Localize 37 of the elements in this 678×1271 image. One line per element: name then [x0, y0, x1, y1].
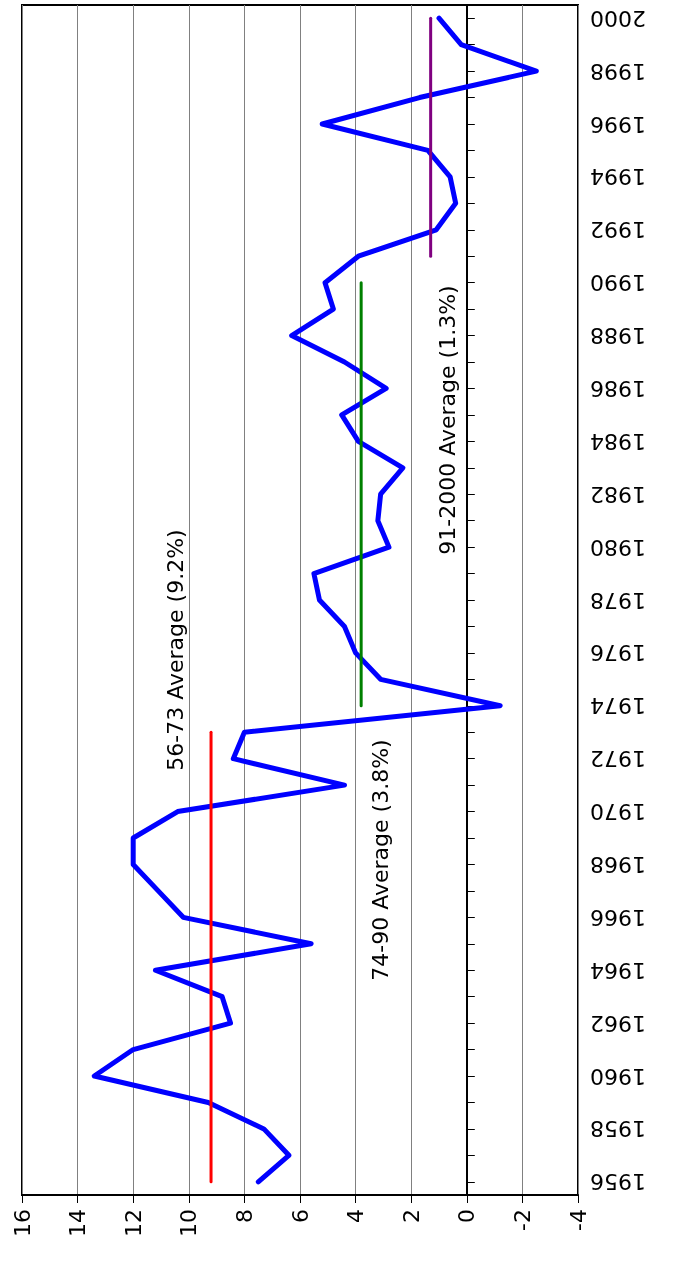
y-tick-label: 1978 [590, 587, 646, 613]
x-tick-label: -2 [509, 1209, 535, 1231]
y-tick-label: 1966 [590, 904, 646, 930]
annotation: 74-90 Average (3.8%) [367, 739, 393, 981]
annotation: 91-2000 Average (1.3%) [434, 285, 460, 555]
y-tick-label: 1994 [590, 164, 646, 190]
x-tick-label: 8 [231, 1209, 257, 1223]
annotation: 56-73 Average (9.2%) [162, 529, 188, 771]
y-tick-label: 1984 [590, 428, 646, 454]
y-tick-label: 1986 [590, 375, 646, 401]
y-tick-label: 1964 [590, 957, 646, 983]
x-tick-label: -4 [565, 1209, 591, 1231]
y-tick-label: 1982 [590, 481, 646, 507]
x-tick-label: 12 [120, 1209, 146, 1237]
y-tick-label: 1980 [590, 534, 646, 560]
x-tick-label: 16 [9, 1209, 35, 1237]
y-tick-label: 1992 [590, 217, 646, 243]
y-tick-label: 1956 [590, 1169, 646, 1195]
y-tick-label: 1976 [590, 640, 646, 666]
y-tick-label: 1970 [590, 799, 646, 825]
y-tick-label: 1972 [590, 746, 646, 772]
y-tick-label: 1996 [590, 111, 646, 137]
x-tick-label: 10 [176, 1209, 202, 1237]
x-tick-label: 2 [398, 1209, 424, 1223]
y-tick-label: 1988 [590, 323, 646, 349]
y-tick-label: 1974 [590, 693, 646, 719]
y-tick-label: 1962 [590, 1010, 646, 1036]
y-tick-label: 1990 [590, 270, 646, 296]
y-tick-label: 1968 [590, 851, 646, 877]
x-tick-label: 0 [454, 1209, 480, 1223]
y-tick-label: 1960 [590, 1063, 646, 1089]
y-tick-label: 2000 [590, 5, 646, 31]
x-tick-label: 4 [343, 1209, 369, 1223]
x-tick-label: 6 [287, 1209, 313, 1223]
y-tick-label: 1958 [590, 1116, 646, 1142]
x-tick-label: 14 [65, 1209, 91, 1237]
y-tick-label: 1998 [590, 58, 646, 84]
